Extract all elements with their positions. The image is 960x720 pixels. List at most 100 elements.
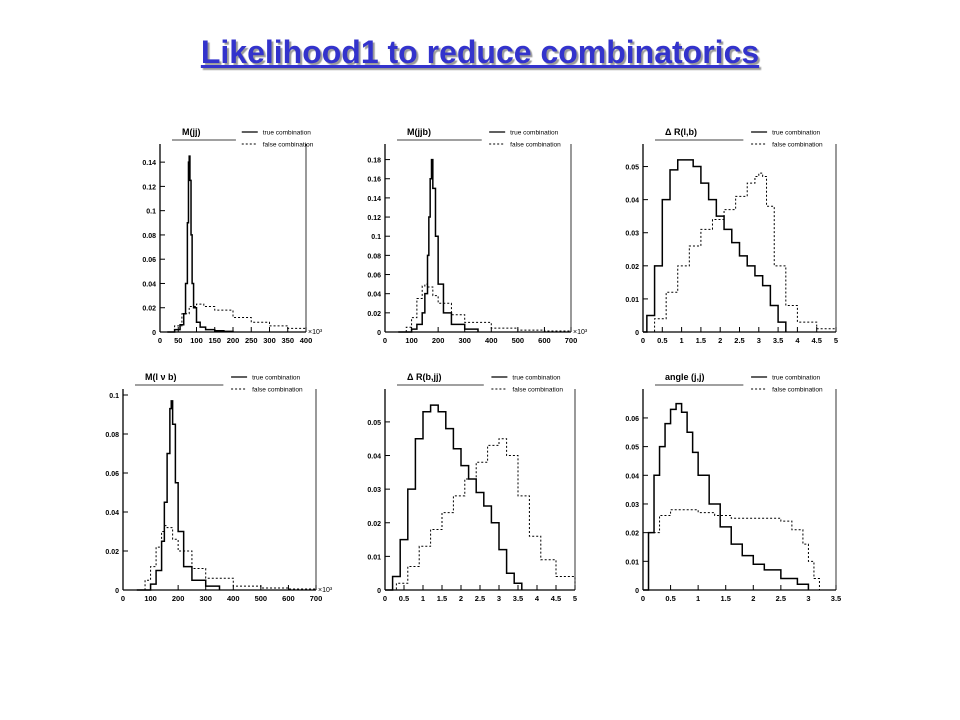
x-tick-label: 2	[751, 594, 755, 603]
y-tick-label: 0.14	[142, 160, 156, 167]
x-tick-label: 500	[255, 594, 268, 603]
chart-title: angle (j,j)	[665, 372, 705, 382]
y-tick-label: 0.12	[142, 184, 156, 191]
legend-label: false combination	[772, 387, 823, 394]
y-tick-label: 0.1	[371, 234, 381, 241]
x-multiplier-label: ×10³	[573, 329, 588, 336]
x-tick-label: 600	[538, 336, 551, 345]
y-tick-label: 0.05	[625, 165, 639, 172]
x-multiplier-label: ×10³	[308, 329, 323, 336]
series-false-combination	[167, 303, 307, 333]
x-tick-label: 2.5	[734, 336, 744, 345]
x-tick-label: 300	[458, 336, 471, 345]
x-tick-label: 2.5	[776, 594, 786, 603]
y-tick-label: 0	[635, 330, 639, 337]
x-tick-label: 700	[565, 336, 578, 345]
legend-label: false combination	[263, 142, 314, 149]
x-tick-label: 3	[806, 594, 810, 603]
legend-label: false combination	[772, 142, 823, 149]
y-tick-label: 0.04	[367, 454, 381, 461]
y-tick-label: 0.04	[367, 292, 381, 299]
x-tick-label: 3.5	[513, 594, 523, 603]
x-tick-label: 0	[641, 594, 645, 603]
y-tick-label: 0.14	[367, 196, 381, 203]
y-tick-label: 0	[152, 330, 156, 337]
legend-label: false combination	[510, 142, 561, 149]
x-tick-label: 500	[512, 336, 525, 345]
y-tick-label: 0.03	[625, 502, 639, 509]
y-tick-label: 0.04	[625, 198, 639, 205]
y-tick-label: 0.02	[367, 311, 381, 318]
x-tick-label: 1	[421, 594, 425, 603]
x-tick-label: 2	[459, 594, 463, 603]
y-tick-label: 0	[635, 588, 639, 595]
chart-title: M(jj)	[182, 127, 201, 137]
y-tick-label: 0.1	[109, 393, 119, 400]
legend-label: true combination	[510, 130, 558, 137]
y-tick-label: 0.02	[142, 306, 156, 313]
x-tick-label: 3	[757, 336, 761, 345]
x-tick-label: 5	[834, 336, 838, 345]
y-tick-label: 0.16	[367, 177, 381, 184]
x-tick-label: 200	[172, 594, 185, 603]
y-tick-label: 0.04	[105, 510, 119, 517]
chart-title: M(jjb)	[407, 127, 431, 137]
x-tick-label: 100	[405, 336, 418, 345]
y-tick-label: 0.02	[105, 549, 119, 556]
y-tick-label: 0.04	[625, 473, 639, 480]
y-tick-label: 0.06	[367, 273, 381, 280]
x-tick-label: 0.5	[399, 594, 409, 603]
y-tick-label: 0.01	[367, 554, 381, 561]
x-tick-label: 400	[300, 336, 313, 345]
x-tick-label: 50	[174, 336, 182, 345]
x-tick-label: 4	[535, 594, 540, 603]
x-tick-label: 100	[190, 336, 203, 345]
x-tick-label: 4.5	[811, 336, 821, 345]
x-tick-label: 5	[573, 594, 577, 603]
series-false-combination	[385, 438, 576, 591]
chart-title: Δ R(b,jj)	[407, 372, 441, 382]
series-false-combination	[643, 172, 837, 333]
y-tick-label: 0	[115, 588, 119, 595]
x-tick-label: 600	[282, 594, 295, 603]
x-tick-label: 1.5	[437, 594, 447, 603]
y-tick-label: 0.08	[142, 233, 156, 240]
x-multiplier-label: ×10³	[318, 587, 333, 594]
x-tick-label: 0	[158, 336, 162, 345]
y-tick-label: 0.1	[146, 209, 156, 216]
x-tick-label: 400	[485, 336, 498, 345]
x-tick-label: 350	[281, 336, 294, 345]
y-tick-label: 0.01	[625, 559, 639, 566]
y-tick-label: 0.04	[142, 281, 156, 288]
x-tick-label: 1.5	[720, 594, 730, 603]
y-tick-label: 0.01	[625, 297, 639, 304]
x-tick-label: 400	[227, 594, 240, 603]
x-tick-label: 100	[144, 594, 157, 603]
y-tick-label: 0.08	[367, 253, 381, 260]
x-tick-label: 700	[310, 594, 323, 603]
x-tick-label: 2.5	[475, 594, 485, 603]
y-tick-label: 0.06	[625, 416, 639, 423]
x-tick-label: 300	[263, 336, 276, 345]
chart-title: Δ R(l,b)	[665, 127, 697, 137]
series-true-combination	[643, 402, 810, 591]
legend-label: false combination	[252, 387, 303, 394]
y-tick-label: 0	[377, 588, 381, 595]
legend-label: true combination	[772, 130, 820, 137]
series-true-combination	[385, 404, 523, 591]
slide-title: Likelihood1 to reduce combinatorics	[200, 34, 760, 70]
x-tick-label: 3.5	[773, 336, 783, 345]
series-true-combination	[643, 159, 787, 333]
x-tick-label: 0	[641, 336, 645, 345]
y-tick-label: 0.12	[367, 215, 381, 222]
y-tick-label: 0.02	[625, 264, 639, 271]
x-tick-label: 0	[383, 594, 387, 603]
series-true-combination	[167, 155, 234, 333]
